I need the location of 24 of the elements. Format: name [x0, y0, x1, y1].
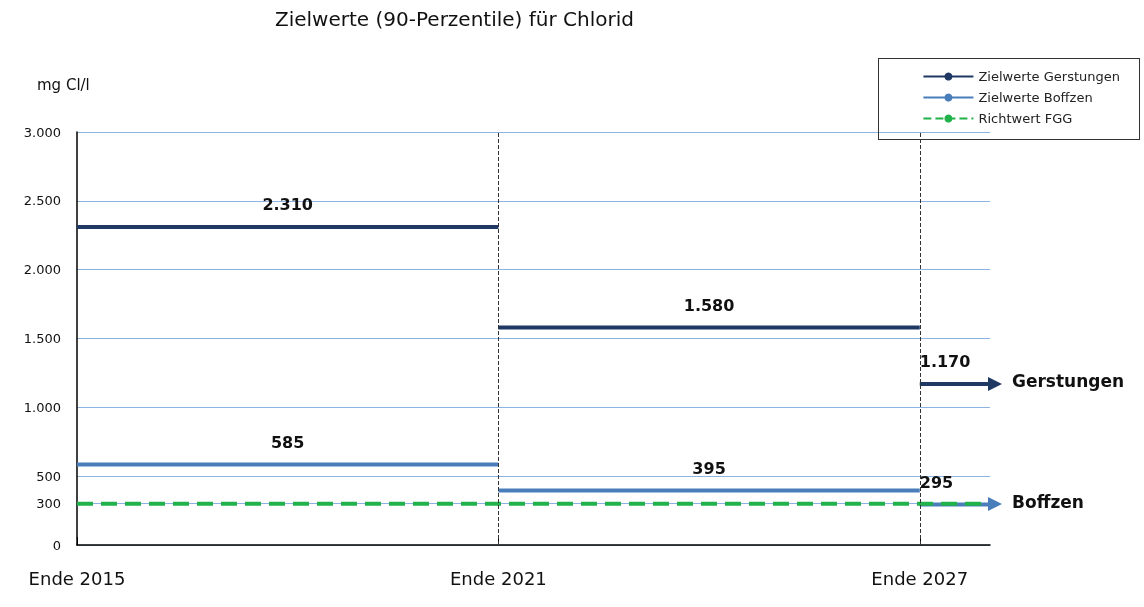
y-tick-label: 1.000 [23, 399, 61, 415]
data-label: 395 [692, 459, 726, 479]
y-tick-label: 2.000 [23, 262, 61, 278]
y-tick-label: 2.500 [23, 193, 61, 209]
text: Boffzen [1012, 491, 1084, 512]
data-label: 1.170 [919, 352, 971, 372]
legend-label: Zielwerte Boffzen [978, 90, 1093, 105]
x-tick-label: Ende 2021 [449, 567, 547, 589]
legend-label: Richtwert FGG [978, 111, 1073, 126]
legend-label: Zielwerte Gerstungen [978, 69, 1121, 84]
y-axis-title: mg Cl/l [37, 75, 90, 94]
y-tick-label: 500 [36, 468, 61, 484]
data-label: 295 [919, 472, 954, 492]
chart-title: Zielwerte (90-Perzentile) für Chlorid [275, 7, 634, 31]
x-tick-label: Ende 2027 [871, 567, 969, 589]
y-tick-label: 300 [36, 496, 61, 512]
data-label: 2.310 [262, 195, 313, 215]
y-tick-label: 0 [52, 537, 61, 553]
data-label: 1.580 [683, 295, 735, 315]
data-label: 585 [270, 432, 305, 452]
x-tick-label: Ende 2015 [28, 567, 126, 589]
text: Gerstungen [1012, 371, 1125, 392]
y-tick-label: 3.000 [23, 124, 61, 140]
y-tick-label: 1.500 [23, 331, 61, 346]
